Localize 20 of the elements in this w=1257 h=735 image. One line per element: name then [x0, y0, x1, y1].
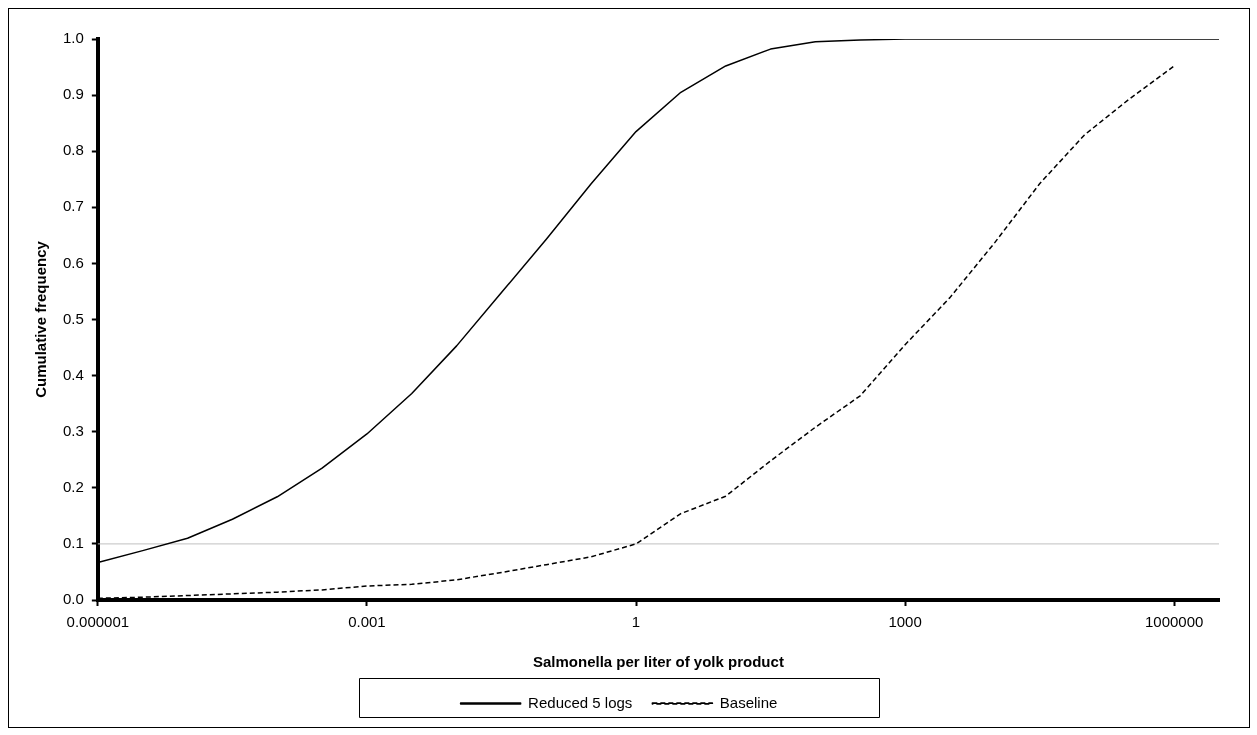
x-axis-title: Salmonella per liter of yolk product: [532, 653, 784, 671]
legend-label: Reduced 5 logs: [528, 693, 633, 711]
y-tick-label: 0.2: [62, 477, 84, 495]
x-tick-label: 0.000001: [66, 613, 130, 631]
y-tick-label: 0.9: [62, 85, 84, 103]
y-axis-title: Cumulative frequency: [32, 240, 50, 398]
y-tick-label: 0.8: [62, 141, 84, 159]
y-tick-label: 1.0: [62, 29, 84, 47]
y-tick-label: 0.7: [62, 197, 84, 215]
y-tick-label: 0.4: [62, 365, 84, 383]
x-tick-label: 1000000: [1144, 613, 1204, 631]
y-tick-label: 0.1: [62, 534, 84, 552]
x-tick-label: 1: [631, 613, 641, 631]
y-tick-label: 0.5: [62, 309, 84, 327]
legend-label: Baseline: [719, 693, 778, 711]
y-tick-label: 0.3: [62, 421, 84, 439]
x-tick-label: 0.001: [348, 613, 386, 631]
y-tick-label: 0.0: [62, 590, 84, 608]
y-tick-label: 0.6: [62, 253, 84, 271]
x-tick-label: 1000: [888, 613, 922, 631]
